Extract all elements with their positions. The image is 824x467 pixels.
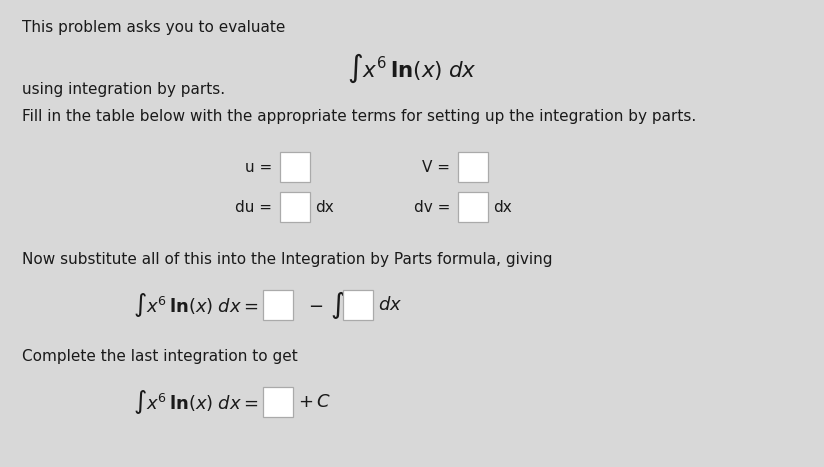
FancyBboxPatch shape xyxy=(280,192,310,222)
FancyBboxPatch shape xyxy=(343,290,373,320)
Text: dx: dx xyxy=(493,199,512,214)
Text: using integration by parts.: using integration by parts. xyxy=(22,82,225,97)
Text: Fill in the table below with the appropriate terms for setting up the integratio: Fill in the table below with the appropr… xyxy=(22,109,696,124)
FancyBboxPatch shape xyxy=(458,152,488,182)
Text: Complete the last integration to get: Complete the last integration to get xyxy=(22,349,297,364)
FancyBboxPatch shape xyxy=(458,192,488,222)
Text: $\int x^6\, \mathbf{ln}(x)\; dx$: $\int x^6\, \mathbf{ln}(x)\; dx$ xyxy=(347,52,477,85)
Text: du =: du = xyxy=(235,199,272,214)
Text: This problem asks you to evaluate: This problem asks you to evaluate xyxy=(22,20,285,35)
Text: V =: V = xyxy=(422,160,450,175)
Text: $\int$: $\int$ xyxy=(330,289,345,321)
Text: Now substitute all of this into the Integration by Parts formula, giving: Now substitute all of this into the Inte… xyxy=(22,252,553,267)
Text: $+\, C$: $+\, C$ xyxy=(298,393,330,411)
FancyBboxPatch shape xyxy=(280,152,310,182)
Text: $\int x^6\, \mathbf{ln}(x)\; dx =$: $\int x^6\, \mathbf{ln}(x)\; dx =$ xyxy=(133,291,258,319)
Text: dx: dx xyxy=(315,199,334,214)
FancyBboxPatch shape xyxy=(263,387,293,417)
Text: u =: u = xyxy=(245,160,272,175)
Text: $-$: $-$ xyxy=(308,296,323,314)
Text: dv =: dv = xyxy=(414,199,450,214)
Text: $\int x^6\, \mathbf{ln}(x)\; dx =$: $\int x^6\, \mathbf{ln}(x)\; dx =$ xyxy=(133,388,258,416)
Text: $dx$: $dx$ xyxy=(378,296,402,314)
FancyBboxPatch shape xyxy=(263,290,293,320)
